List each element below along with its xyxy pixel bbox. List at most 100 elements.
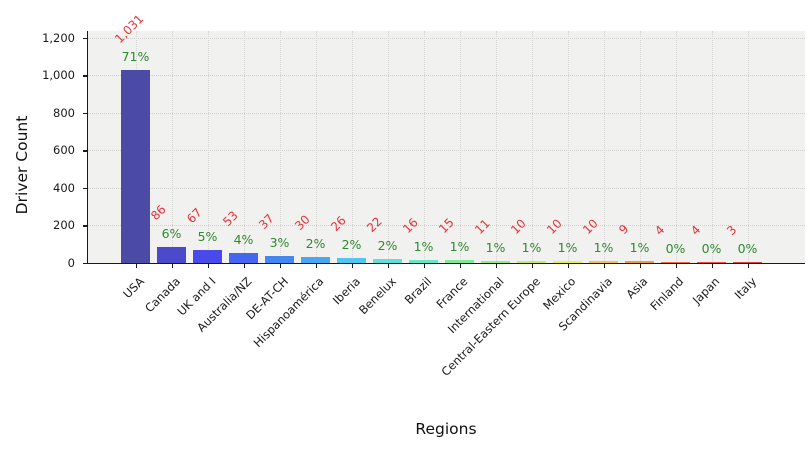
gridline-x-italy	[747, 31, 749, 263]
bar-de-at-ch	[265, 256, 294, 263]
bar-asia	[625, 261, 654, 263]
pct-label-international: 1%	[485, 239, 506, 255]
x-tick-mark-finland	[675, 264, 677, 268]
pct-label-iberia: 2%	[341, 237, 362, 253]
pct-label-hispanoam-rica: 2%	[305, 236, 326, 252]
x-tick-mark-usa	[135, 264, 137, 268]
gridline-y-800	[88, 112, 805, 114]
y-tick-label-400: 400	[53, 180, 75, 195]
pct-label-brazil: 1%	[413, 239, 434, 254]
value-label-international: 11	[471, 216, 493, 237]
y-tick-mark-800	[83, 112, 87, 115]
bar-france	[445, 260, 474, 263]
gridline-x-de-at-ch	[279, 31, 281, 263]
y-tick-mark-400	[83, 187, 87, 190]
x-axis-title: Regions	[415, 420, 477, 438]
pct-label-mexico: 1%	[557, 240, 578, 256]
x-tick-label-italy: Italy	[731, 274, 759, 302]
x-tick-mark-central-eastern-europe	[531, 264, 533, 268]
y-tick-label-1200: 1,200	[42, 30, 75, 45]
x-tick-mark-hispanoam-rica	[315, 264, 317, 268]
x-tick-mark-asia	[639, 264, 641, 268]
x-tick-label-brazil: Brazil	[402, 274, 435, 307]
x-tick-label-hispanoam-rica: Hispanoamérica	[250, 274, 327, 351]
y-tick-label-1000: 1,000	[42, 68, 75, 83]
gridline-y-1000	[88, 75, 805, 77]
bar-benelux	[373, 258, 402, 263]
x-tick-marks	[88, 264, 805, 269]
bar-finland	[661, 262, 690, 263]
gridline-x-mexico	[567, 31, 569, 263]
gridline-x-scandinavia	[603, 31, 605, 263]
y-tick-label-0: 0	[67, 256, 75, 270]
y-axis-title: Driver Count	[13, 115, 31, 215]
plot-area: 71% 1,031 6% 86 5% 67 4% 53 3% 37 2% 30 2% 26 2% 22 1% 16…	[88, 11, 805, 264]
value-label-iberia: 26	[327, 213, 349, 235]
x-tick-label-benelux: Benelux	[355, 274, 399, 318]
x-tick-label-finland: Finland	[647, 274, 687, 314]
y-tick-label-600: 600	[53, 143, 75, 158]
pct-label-usa: 71%	[121, 48, 150, 64]
bar-canada	[157, 246, 186, 263]
pct-label-australia-nz: 4%	[233, 232, 254, 248]
value-label-central-eastern-europe: 10	[507, 216, 529, 238]
gridline-x-australia-nz	[243, 31, 245, 263]
value-label-hispanoam-rica: 30	[291, 212, 313, 234]
x-tick-mark-japan	[711, 264, 713, 268]
gridline-x-canada	[171, 31, 173, 263]
x-tick-mark-australia-nz	[243, 264, 245, 268]
x-tick-label-usa: USA	[119, 274, 147, 302]
x-tick-mark-uk-and-i	[207, 264, 209, 268]
pct-label-japan: 0%	[701, 241, 722, 256]
gridline-x-iberia	[351, 31, 353, 263]
pct-label-de-at-ch: 3%	[269, 235, 290, 251]
x-tick-mark-iberia	[351, 264, 353, 268]
value-label-france: 15	[435, 215, 457, 237]
y-tick-mark-0	[83, 263, 87, 265]
gridline-x-uk-and-i	[207, 31, 209, 263]
y-tick-mark-1000	[83, 75, 87, 77]
x-tick-mark-france	[459, 264, 461, 268]
x-tick-mark-canada	[171, 264, 173, 268]
y-tick-label-200: 200	[53, 218, 75, 233]
gridline-y-200	[88, 225, 805, 227]
gridline-x-france	[459, 31, 461, 263]
bar-central-eastern-europe	[517, 261, 546, 263]
bar-iberia	[337, 258, 366, 263]
gridline-x-central-eastern-europe	[531, 31, 533, 263]
y-tick-mark-600	[83, 150, 87, 152]
pct-label-canada: 6%	[161, 225, 182, 241]
value-label-de-at-ch: 37	[255, 211, 277, 233]
bar-uk-and-i	[193, 250, 222, 263]
x-tick-mark-de-at-ch	[279, 264, 281, 268]
gridline-x-asia	[639, 31, 641, 263]
bar-hispanoam-rica	[301, 257, 330, 263]
x-tick-label-iberia: Iberia	[329, 274, 363, 308]
y-tick-mark-200	[83, 225, 87, 227]
bar-brazil	[409, 260, 438, 263]
bar-usa	[121, 69, 150, 263]
gridline-x-benelux	[387, 31, 389, 263]
gridline-x-finland	[675, 31, 677, 263]
bar-japan	[697, 262, 726, 263]
value-label-brazil: 16	[399, 215, 421, 236]
gridline-x-japan	[711, 31, 713, 263]
value-label-usa: 1,031	[111, 11, 146, 46]
x-tick-mark-mexico	[567, 264, 569, 268]
bar-mexico	[553, 261, 582, 263]
y-tick-marks	[83, 31, 87, 265]
y-tick-label-800: 800	[53, 105, 75, 120]
value-label-benelux: 22	[363, 214, 385, 235]
bar-international	[481, 260, 510, 263]
x-tick-mark-scandinavia	[603, 264, 605, 268]
gridline-x-hispanoam-rica	[315, 31, 317, 263]
value-label-mexico: 10	[543, 216, 565, 238]
pct-label-benelux: 2%	[377, 237, 398, 253]
gridline-y-1200	[88, 37, 805, 39]
value-label-uk-and-i: 67	[183, 205, 205, 227]
value-label-scandinavia: 10	[579, 216, 601, 238]
x-tick-labels: USA Canada UK and I Australia/NZ DE-AT-CH His…	[88, 270, 805, 420]
gridline-x-brazil	[423, 31, 425, 263]
gridline-y-400	[88, 187, 805, 189]
